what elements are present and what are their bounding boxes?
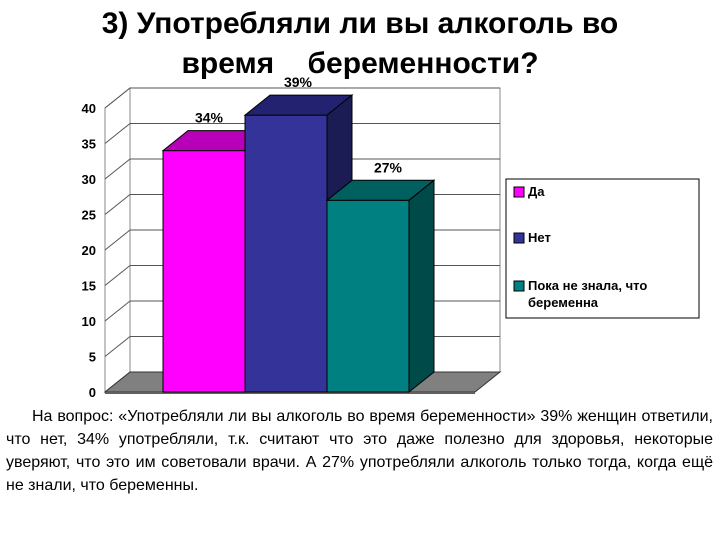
legend-item: Да [513, 184, 545, 199]
legend: Да Нет Пока не знала, что беременна [505, 178, 700, 319]
y-tick-label: 40 [82, 101, 96, 116]
legend-label: Пока не знала, что [528, 278, 647, 293]
bar [325, 179, 436, 394]
title-line-2: время беременности? [181, 47, 539, 80]
gridline-side [104, 336, 131, 357]
legend-item: Пока не знала, что беременна [513, 278, 647, 310]
y-tick-label: 25 [82, 208, 96, 223]
gridline-side [104, 87, 131, 109]
gridline-side [104, 265, 131, 286]
y-tick-label: 10 [82, 314, 96, 329]
y-axis: 0 5 10 15 20 25 30 35 40 [82, 101, 96, 400]
chart-floor-edge [105, 392, 475, 394]
gridline-side [104, 300, 131, 322]
gridline-side [104, 194, 131, 215]
legend-item: Нет [513, 230, 551, 245]
data-label: 34% [195, 110, 224, 126]
legend-box [505, 178, 700, 319]
legend-label-cont: беременна [528, 295, 599, 310]
bar-front [162, 150, 246, 393]
bar-chart: 0 5 10 15 20 25 30 35 40 34% 39% 27% Да Нет Пока не … [82, 74, 700, 400]
bars [161, 94, 436, 394]
title-line-1: 3) Употребляли ли вы алкоголь во [101, 7, 619, 40]
y-tick-label: 35 [82, 137, 96, 152]
bar-side [408, 179, 435, 394]
data-label: 39% [284, 74, 313, 90]
y-tick-label: 15 [82, 279, 96, 294]
legend-label: Нет [528, 230, 551, 245]
gridline-side [104, 229, 131, 251]
y-tick-label: 30 [82, 172, 96, 187]
y-tick-label: 0 [89, 385, 96, 400]
caption-text: На вопрос: «Употребляли ли вы алкоголь в… [6, 408, 713, 494]
legend-swatch [513, 186, 525, 198]
y-tick-label: 5 [89, 350, 96, 365]
legend-swatch [513, 232, 525, 244]
data-labels: 34% 39% 27% [195, 74, 403, 175]
data-label: 27% [374, 159, 403, 175]
y-tick-label: 20 [82, 243, 96, 258]
gridline-side [104, 158, 131, 180]
page-title: 3) Употребляли ли вы алкоголь во время б… [0, 4, 720, 84]
gridline-side [104, 123, 131, 144]
bar-front [244, 114, 328, 393]
legend-label: Да [528, 184, 545, 199]
bar-front [326, 199, 410, 393]
legend-swatch [513, 280, 525, 292]
